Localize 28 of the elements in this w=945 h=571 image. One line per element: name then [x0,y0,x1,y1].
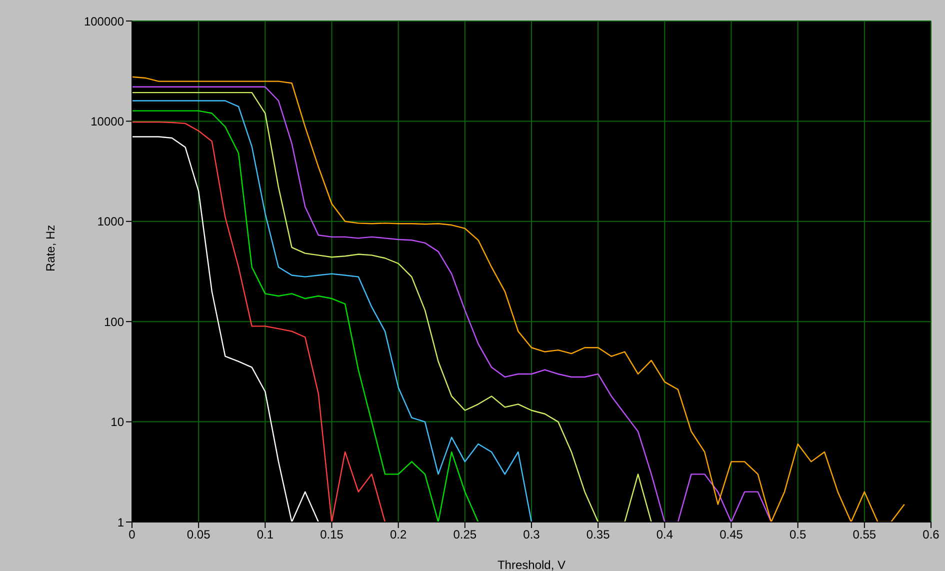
line-series [132,100,532,522]
x-tick-label: 0.05 [186,528,211,542]
line-series [132,110,479,522]
x-tick-label: 0.4 [656,528,674,542]
x-axis-title: Threshold, V [497,558,566,571]
line-series [132,76,905,522]
line-series [132,136,320,522]
x-tick-label: 0.5 [789,528,806,542]
y-tick-label: 10 [110,415,124,430]
x-tick-label: 0.6 [922,528,940,542]
x-tick-label: 0.25 [453,528,477,542]
x-tick-label: 0.45 [720,528,744,542]
y-tick-label: 10000 [90,114,124,128]
x-tick-label: 0.1 [256,528,274,542]
x-tick-label: 0.35 [586,528,610,542]
y-tick-label: 100000 [84,14,124,28]
y-tick-label: 1 [117,515,124,530]
line-series [132,86,772,522]
x-tick-label: 0.15 [320,528,344,542]
x-tick-label: 0.3 [523,528,540,542]
y-tick-label: 1000 [97,214,124,229]
y-tick-label: 100 [104,314,124,329]
x-tick-label: 0.2 [390,528,407,542]
y-axis-title: Rate, Hz [43,224,58,272]
line-series [132,121,386,522]
x-tick-label: 0.55 [852,528,876,542]
x-tick-label: 0 [128,528,136,542]
line-series [132,92,652,522]
